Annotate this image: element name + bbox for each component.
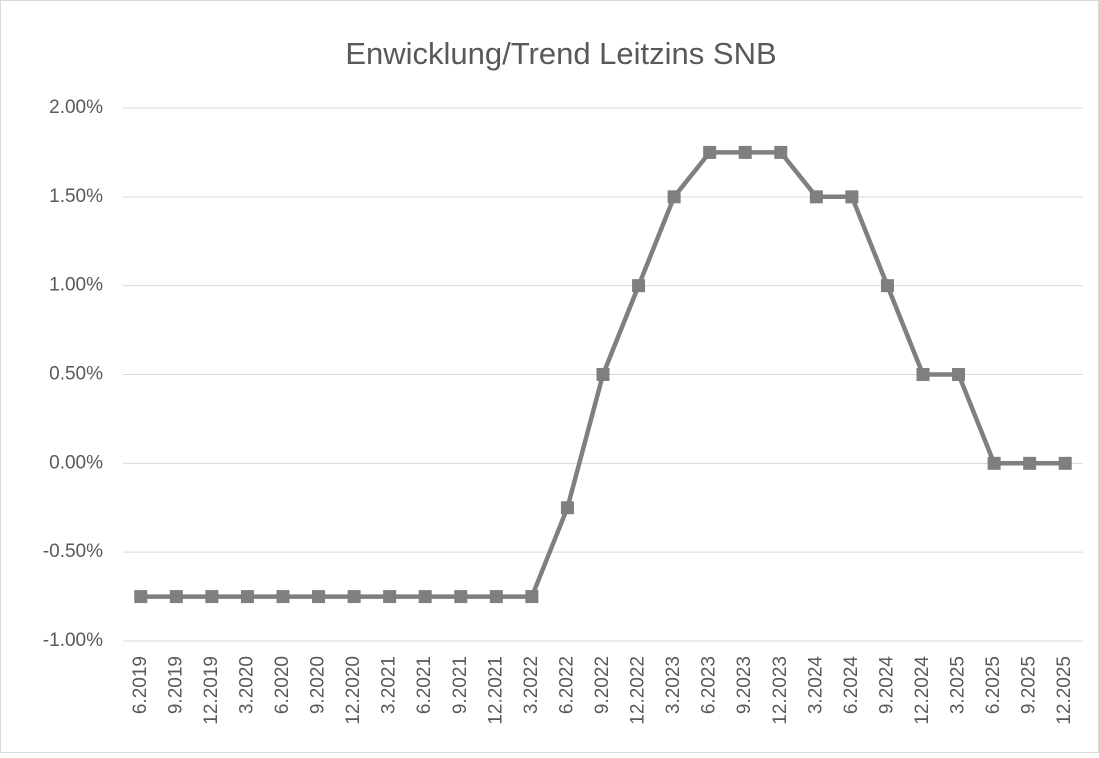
marker [489,590,503,604]
x-tick-label: 3.2022 [521,656,542,714]
marker [383,590,397,604]
marker [880,279,894,293]
marker [987,456,1001,470]
x-tick-label: 9.2019 [165,656,186,714]
marker [560,501,574,515]
marker [738,145,752,159]
marker [169,590,183,604]
chart-title: Enwicklung/Trend Leitzins SNB [345,36,776,71]
x-tick-label: 12.2021 [485,656,506,725]
marker [632,279,646,293]
x-tick-label: 12.2025 [1054,656,1075,725]
x-tick-label: 9.2024 [876,656,897,715]
marker [952,368,966,381]
marker [1058,456,1072,470]
x-tick-label: 3.2024 [805,656,826,715]
x-tick-label: 3.2025 [948,656,969,714]
marker [312,590,326,604]
y-tick-label: 1.50% [49,186,103,207]
marker [525,590,539,604]
x-tick-label: 3.2021 [379,656,400,714]
marker [418,590,432,604]
x-tick-label: 6.2023 [699,656,720,714]
x-tick-label: 6.2024 [841,656,862,715]
marker [276,590,290,604]
x-tick-label: 12.2019 [201,656,222,725]
x-tick-label: 6.2021 [414,656,435,714]
marker [667,190,681,204]
marker [454,590,468,604]
x-tick-label: 6.2022 [556,656,577,714]
marker [347,590,361,604]
x-tick-label: 6.2020 [272,656,293,714]
marker [205,590,219,604]
x-tick-label: 12.2023 [770,656,791,725]
marker [845,190,859,204]
y-tick-label: 0.00% [49,452,103,473]
x-tick-label: 9.2021 [450,656,471,714]
y-tick-label: 1.00% [49,275,103,296]
x-tick-label: 12.2022 [628,656,649,725]
marker [240,590,254,604]
y-tick-label: -1.00% [43,630,103,651]
x-tick-label: 6.2019 [130,656,151,714]
x-tick-label: 9.2022 [592,656,613,714]
marker [134,590,148,604]
y-tick-label: 0.50% [49,364,103,385]
x-tick-label: 6.2025 [983,656,1004,714]
marker [916,368,930,381]
y-tick-label: 2.00% [49,97,103,118]
x-tick-label: 12.2024 [912,656,933,725]
x-tick-label: 3.2023 [663,656,684,714]
x-tick-label: 9.2020 [308,656,329,714]
marker [1023,456,1037,470]
marker [703,145,717,159]
marker [774,145,788,159]
x-tick-label: 9.2025 [1019,656,1040,714]
x-tick-label: 9.2023 [734,656,755,714]
x-tick-label: 12.2020 [343,656,364,725]
marker [596,368,610,381]
marker [809,190,823,204]
y-tick-label: -0.50% [43,541,103,562]
x-tick-label: 3.2020 [236,656,257,714]
